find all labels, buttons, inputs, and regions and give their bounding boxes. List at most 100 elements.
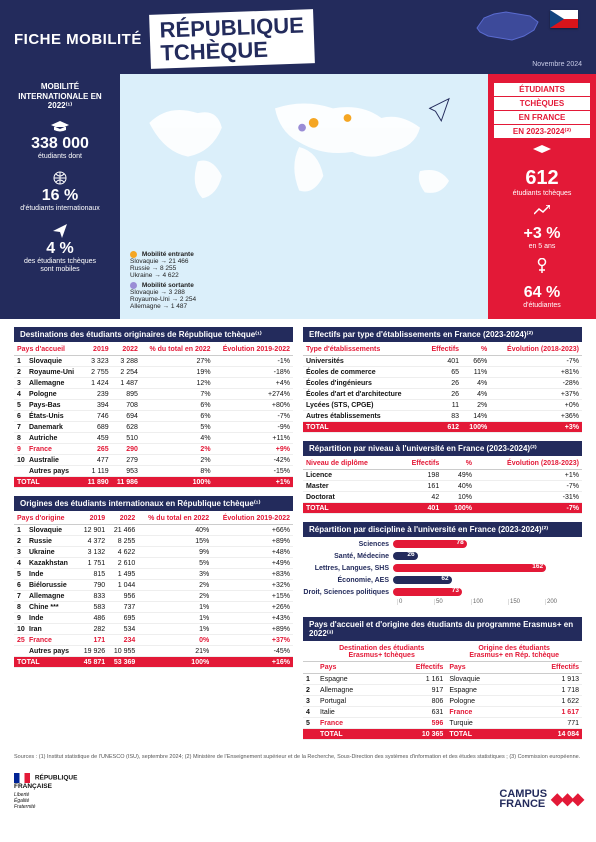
table-total-row: TOTAL11 89011 986100%+1% [14,477,293,488]
table-row: 4Pologne 239895 7%+274% [14,389,293,400]
czech-flag-icon [550,10,578,28]
left-stat-sidebar: MOBILITÉ INTERNATIONALE EN 2022⁽¹⁾ 338 0… [0,74,120,319]
etab-table: Type d'établissements Effectifs % Évolut… [303,344,582,433]
table-row: Autres pays 19 92610 955 21%-45% [14,646,293,657]
hero-row: MOBILITÉ INTERNATIONALE EN 2022⁽¹⁾ 338 0… [0,74,596,319]
niveau-title: Répartition par niveau à l'université en… [303,441,582,456]
dest-table: Pays d'accueil 2019 2022 % du total en 2… [14,344,293,488]
logo-republique-francaise: RÉPUBLIQUE FRANÇAISE Liberté Égalité Fra… [14,773,77,810]
stat-mobile-pct: 4 % [6,240,114,258]
campus-france-glyph-icon: ◆◆◆ [551,789,582,809]
erasmus-title: Pays d'accueil et d'origine des étudiant… [303,617,582,641]
table-row: Autres établissements 8314%+36% [303,411,582,422]
country-title: RÉPUBLIQUE TCHÈQUE [149,9,315,69]
table-row: 25France 171234 0%+37% [14,635,293,646]
axis-tick: 100 [471,599,508,605]
trend-up-icon [534,205,550,215]
table-row: Doctorat 4210%-31% [303,492,582,503]
table-row: 10Iran 282534 1%+89% [14,624,293,635]
sidebar-title: MOBILITÉ INTERNATIONALE EN 2022⁽¹⁾ [6,82,114,111]
footer: RÉPUBLIQUE FRANÇAISE Liberté Égalité Fra… [0,769,596,822]
table-row: 9Inde 486695 1%+43% [14,613,293,624]
table-row: Universités 40166%-7% [303,356,582,367]
disc-title: Répartition par discipline à l'universit… [303,522,582,537]
table-row: Master 16140%-7% [303,481,582,492]
female-icon [536,258,548,274]
table-row: 7Allemagne 833956 2%+15% [14,591,293,602]
czech-map-icon [472,6,542,46]
stat-cz-in-france: 612 [494,167,590,190]
bar-row: Économie, AES 62 [303,575,582,585]
table-row: Lycées (STS, CPGE) 112%+0% [303,400,582,411]
orig-table: Pays d'origine 2019 2022 % du total en 2… [14,513,293,668]
table-total-row: TOTAL45 87153 369100%+16% [14,657,293,668]
axis-tick: 0 [397,599,434,605]
globe-icon [53,171,67,185]
table-row: 6États-Unis 746694 6%-7% [14,411,293,422]
stat-female-pct: 64 % [494,284,590,302]
right-column: Effectifs par type d'établissements en F… [303,327,582,740]
fr-flag-icon [14,773,30,783]
discipline-barchart: Sciences 78 Santé, Médecine 26 Lettres, … [303,539,582,605]
table-total-row: TOTAL401100%-7% [303,503,582,514]
niveau-table: Niveau de diplôme Effectifs % Évolution … [303,458,582,514]
table-row: 1 Espagne1 161 Slovaquie1 913 [303,674,582,685]
grad-cap-icon [51,121,69,133]
erasmus-table: Destination des étudiantsErasmus+ tchèqu… [303,643,582,740]
axis-tick: 50 [434,599,471,605]
grad-cap-icon [533,145,551,157]
table-row: 10Australie 477279 2%-42% [14,455,293,466]
table-row: 3 Portugal806 Pologne1 622 [303,696,582,707]
publication-date: Novembre 2024 [532,61,582,68]
table-row: 2Royaume-Uni 2 7552 254 19%-18% [14,367,293,378]
world-map: Mobilité entrante Slovaquie → 21 466 Rus… [120,74,488,319]
bar-row: Droit, Sciences politiques 73 [303,587,582,597]
plane-icon [53,224,67,238]
table-row: 4Kazakhstan 1 7512 610 5%+49% [14,558,293,569]
table-row: 5Inde 8151 495 3%+83% [14,569,293,580]
table-total-row: TOTAL612100%+3% [303,422,582,433]
bar-axis: 050100150200 [397,599,582,605]
table-row: 3Ukraine 3 1324 622 9%+48% [14,547,293,558]
table-row: 2Russie 4 3728 255 15%+89% [14,536,293,547]
table-row: 3Allemagne 1 4241 487 12%+4% [14,378,293,389]
table-row: 4 Italie631 France1 617 [303,707,582,718]
table-row: 2 Allemagne917 Espagne1 718 [303,685,582,696]
table-row: 6Biélorussie 7901 044 2%+32% [14,580,293,591]
map-legend: Mobilité entrante Slovaquie → 21 466 Rus… [130,251,196,313]
etab-title: Effectifs par type d'établissements en F… [303,327,582,342]
sources-text: Sources : (1) Institut statistique de l'… [0,750,596,769]
table-row: 7Danemark 689628 5%-9% [14,422,293,433]
axis-tick: 200 [545,599,582,605]
bar-row: Sciences 78 [303,539,582,549]
table-row: Écoles d'ingénieurs 264%-28% [303,378,582,389]
stat-evolution: +3 % [494,225,590,243]
table-row: Écoles de commerce 6511%+81% [303,367,582,378]
stat-intl-pct: 16 % [6,187,114,205]
header: FICHE MOBILITÉ RÉPUBLIQUE TCHÈQUE Novemb… [0,0,596,74]
axis-tick: 150 [508,599,545,605]
left-column: Destinations des étudiants originaires d… [14,327,293,740]
table-row: 8Chine *** 583737 1%+26% [14,602,293,613]
table-row: 5 France596 Turquie771 [303,718,582,729]
stat-total-students: 338 000 [6,135,114,153]
table-total-row: TOTAL10 365TOTAL14 084 [303,729,582,740]
table-row: 1Slovaquie 3 3233 288 27%-1% [14,356,293,367]
dest-title: Destinations des étudiants originaires d… [14,327,293,342]
table-row: 1Slovaquie 12 90121 466 40%+66% [14,525,293,536]
table-row: 5Pays-Bas 394708 6%+80% [14,400,293,411]
table-row: Autres pays 1 119953 8%-15% [14,466,293,477]
orig-title: Origines des étudiants internationaux en… [14,496,293,511]
world-map-svg [130,82,478,212]
right-stat-sidebar: ÉTUDIANTS TCHÈQUES EN FRANCE EN 2023-202… [488,74,596,319]
in-dot-icon [130,251,137,258]
table-row: Écoles d'art et d'architecture 264%+37% [303,389,582,400]
logo-campus-france: CAMPUS FRANCE ◆◆◆ [499,789,582,810]
table-row: 9France 265290 2%+9% [14,444,293,455]
fiche-label: FICHE MOBILITÉ [14,31,142,48]
bar-row: Santé, Médecine 26 [303,551,582,561]
out-dot-icon [130,282,137,289]
table-row: 8Autriche 459510 4%+11% [14,433,293,444]
table-row: Licence 19849%+1% [303,470,582,481]
bar-row: Lettres, Langues, SHS 162 [303,563,582,573]
